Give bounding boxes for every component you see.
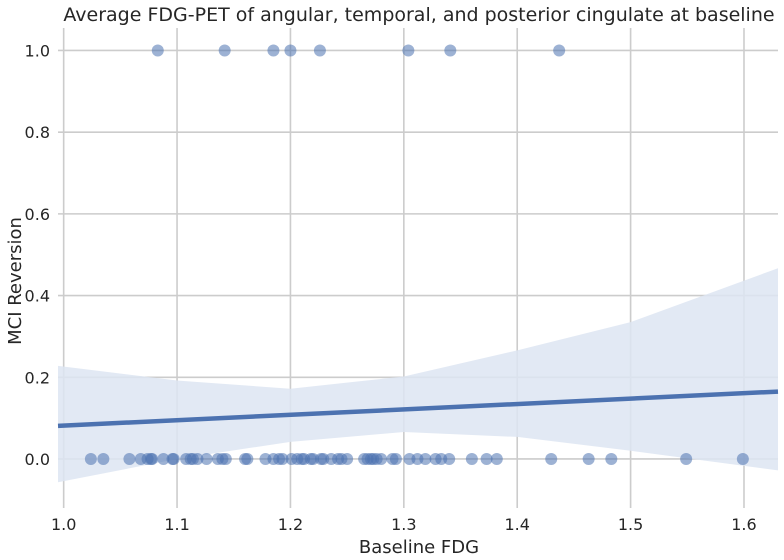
data-point bbox=[553, 44, 566, 57]
data-point bbox=[402, 44, 415, 57]
data-point bbox=[191, 452, 204, 465]
data-point bbox=[389, 452, 402, 465]
data-point bbox=[444, 44, 457, 57]
data-point bbox=[151, 44, 164, 57]
y-tick-label: 0.6 bbox=[25, 205, 50, 224]
data-point bbox=[375, 452, 388, 465]
x-tick-label: 1.6 bbox=[731, 515, 756, 534]
data-point bbox=[680, 452, 693, 465]
y-tick-label: 0.0 bbox=[25, 450, 50, 469]
data-point bbox=[200, 452, 213, 465]
x-tick-label: 1.2 bbox=[278, 515, 303, 534]
data-point bbox=[341, 452, 354, 465]
data-point bbox=[490, 452, 503, 465]
data-point bbox=[167, 452, 180, 465]
x-tick-label: 1.5 bbox=[618, 515, 643, 534]
data-point bbox=[313, 44, 326, 57]
data-point bbox=[241, 452, 254, 465]
data-point bbox=[218, 44, 231, 57]
data-point bbox=[157, 452, 170, 465]
y-axis-label: MCI Reversion bbox=[5, 217, 26, 345]
x-axis-label: Baseline FDG bbox=[359, 537, 479, 558]
x-tick-label: 1.1 bbox=[164, 515, 189, 534]
data-point bbox=[545, 452, 558, 465]
data-point bbox=[97, 452, 110, 465]
regression-line bbox=[57, 389, 779, 429]
data-point bbox=[146, 452, 159, 465]
x-tick-label: 1.4 bbox=[504, 515, 529, 534]
data-point bbox=[123, 452, 136, 465]
data-point bbox=[582, 452, 595, 465]
chart-title: Average FDG-PET of angular, temporal, an… bbox=[63, 4, 774, 26]
x-tick-label: 1.3 bbox=[391, 515, 416, 534]
y-tick-label: 1.0 bbox=[25, 41, 50, 60]
data-point bbox=[84, 452, 97, 465]
regression-line-layer bbox=[57, 389, 779, 429]
y-tick-label: 0.2 bbox=[25, 368, 50, 387]
data-point bbox=[465, 452, 478, 465]
tick-labels: 1.0 1.1 1.2 1.3 1.4 1.5 1.6 0.0 0.2 0.4 0.6 0.8 1.0 bbox=[25, 41, 757, 534]
data-point bbox=[480, 452, 493, 465]
data-point bbox=[276, 452, 289, 465]
data-point bbox=[736, 452, 749, 465]
data-point bbox=[443, 452, 456, 465]
data-point bbox=[284, 44, 297, 57]
data-point bbox=[219, 452, 232, 465]
y-tick-label: 0.8 bbox=[25, 123, 50, 142]
confidence-band bbox=[58, 268, 778, 483]
data-point bbox=[605, 452, 618, 465]
data-point bbox=[419, 452, 432, 465]
confidence-band-layer bbox=[58, 268, 778, 483]
data-point bbox=[267, 44, 280, 57]
scatter-points bbox=[84, 44, 749, 465]
y-tick-label: 0.4 bbox=[25, 287, 50, 306]
x-tick-label: 1.0 bbox=[51, 515, 76, 534]
